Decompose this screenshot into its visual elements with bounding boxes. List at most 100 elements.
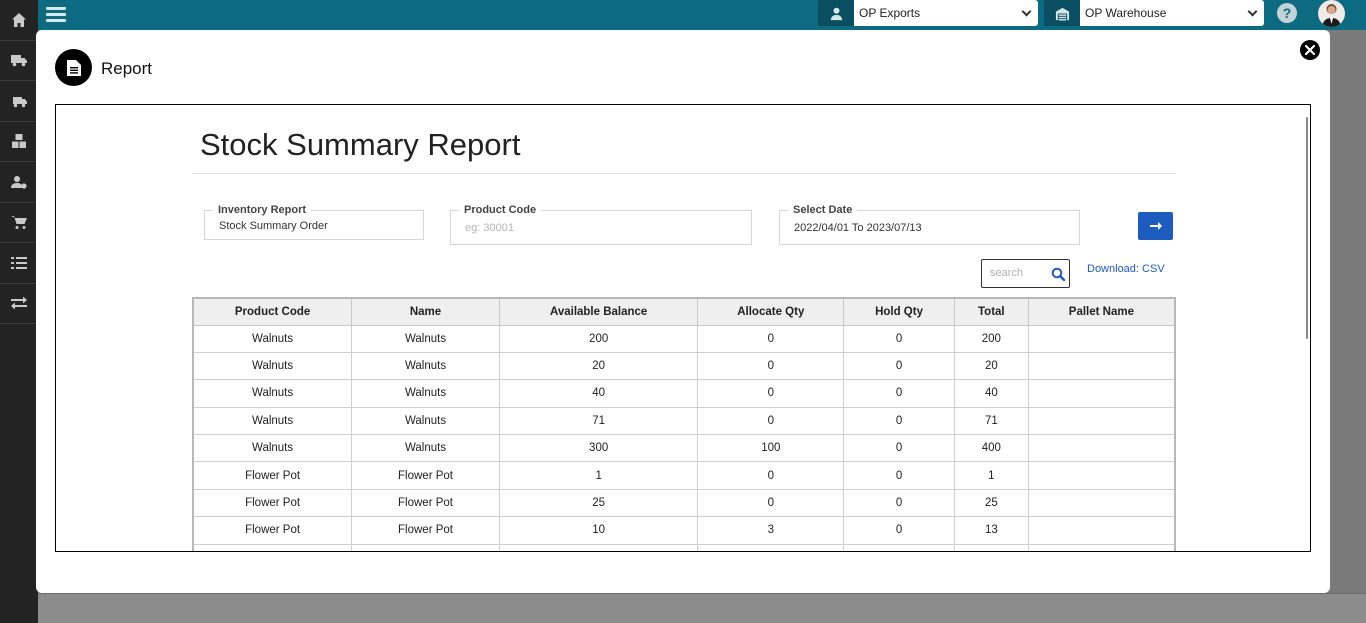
cell-pallet-name: [1027, 324, 1176, 353]
table-row: Walnuts Walnuts 40 0 0 40: [192, 379, 1176, 408]
search-input[interactable]: [990, 267, 1048, 279]
company-select[interactable]: OP Exports: [818, 0, 1038, 26]
cell-hold-qty: 0: [843, 379, 955, 408]
cell-available-balance: 40: [498, 379, 699, 408]
cell-name: [351, 543, 500, 551]
cell-pallet-name: [1027, 516, 1176, 545]
search-icon[interactable]: [1051, 267, 1065, 281]
cell-total: 25: [953, 488, 1029, 518]
table-row: [192, 543, 1176, 551]
inventory-report-select[interactable]: Inventory Report Stock Summary Order: [204, 204, 424, 240]
cell-allocate-qty: 0: [697, 488, 845, 518]
cell-hold-qty: 0: [843, 488, 955, 518]
cell-available-balance: [498, 543, 699, 551]
help-label: ?: [1282, 5, 1292, 21]
chevron-down-icon: [1021, 6, 1032, 16]
cell-available-balance: 20: [498, 351, 699, 381]
cell-allocate-qty: 0: [697, 461, 845, 490]
cell-available-balance: 10: [498, 516, 699, 545]
cell-pallet-name: [1027, 351, 1176, 381]
sidebar-item-orders[interactable]: [0, 203, 38, 243]
sidebar-item-transfers[interactable]: [0, 284, 38, 324]
cell-product-code: Flower Pot: [192, 516, 353, 545]
warehouse-select-value: OP Warehouse: [1085, 6, 1167, 20]
sidebar-item-shipping[interactable]: [0, 41, 38, 81]
cell-hold-qty: [843, 543, 955, 551]
cell-hold-qty: 0: [843, 324, 955, 353]
cell-name: Flower Pot: [351, 516, 500, 545]
cell-available-balance: 300: [498, 434, 699, 463]
company-select-value: OP Exports: [859, 6, 921, 20]
cell-pallet-name: [1027, 488, 1176, 518]
cell-name: Walnuts: [351, 379, 500, 408]
cell-product-code: Flower Pot: [192, 488, 353, 518]
user-settings-icon: [11, 175, 27, 189]
arrow-right-icon: [1149, 222, 1162, 230]
column-header-product-code[interactable]: Product Code: [192, 297, 353, 326]
column-header-pallet-name[interactable]: Pallet Name: [1027, 297, 1176, 326]
cell-allocate-qty: 3: [697, 516, 845, 545]
cell-available-balance: 25: [498, 488, 699, 518]
divider: [192, 173, 1176, 174]
home-icon: [12, 12, 26, 27]
cell-hold-qty: 0: [843, 434, 955, 463]
cell-allocate-qty: 0: [697, 379, 845, 408]
cell-name: Walnuts: [351, 351, 500, 381]
sidebar-item-tasks[interactable]: [0, 243, 38, 284]
sidebar: [0, 0, 38, 623]
menu-icon[interactable]: [46, 5, 66, 25]
chevron-down-icon: [1247, 6, 1258, 16]
cell-pallet-name: [1027, 379, 1176, 408]
report-frame: Stock Summary Report Inventory Report St…: [55, 104, 1311, 552]
column-header-allocate-qty[interactable]: Allocate Qty: [697, 297, 845, 326]
cell-hold-qty: 0: [843, 351, 955, 381]
search-box: [981, 259, 1070, 288]
date-range-field[interactable]: Select Date 2022/04/01 To 2023/07/13: [779, 204, 1080, 245]
select-date-label: Select Date: [788, 204, 858, 216]
table-row: Flower Pot Flower Pot 10 3 0 13: [192, 516, 1176, 545]
cell-hold-qty: 0: [843, 516, 955, 545]
avatar[interactable]: [1318, 0, 1345, 27]
download-csv-link[interactable]: Download: CSV: [1087, 263, 1165, 275]
cell-total: 1: [953, 461, 1029, 490]
boxes-icon: [12, 134, 26, 149]
product-code-label: Product Code: [459, 204, 542, 216]
cell-total: 400: [953, 434, 1029, 463]
cell-available-balance: 71: [498, 406, 699, 436]
table-row: Flower Pot Flower Pot 1 0 0 1: [192, 461, 1176, 490]
cell-total: 71: [953, 406, 1029, 436]
table-row: Flower Pot Flower Pot 25 0 0 25: [192, 488, 1176, 518]
document-icon: [55, 49, 92, 86]
cell-pallet-name: [1027, 434, 1176, 463]
page-title: Stock Summary Report: [200, 127, 521, 162]
product-code-field[interactable]: Product Code: [450, 204, 752, 245]
table-row: Walnuts Walnuts 200 0 0 200: [192, 324, 1176, 353]
column-header-hold-qty[interactable]: Hold Qty: [843, 297, 955, 326]
sidebar-item-delivery[interactable]: [0, 81, 38, 122]
cell-product-code: [192, 543, 353, 551]
submit-button[interactable]: [1138, 212, 1173, 240]
product-code-input[interactable]: [465, 222, 720, 234]
warehouse-select[interactable]: OP Warehouse: [1044, 0, 1264, 26]
cell-name: Flower Pot: [351, 488, 500, 518]
column-header-total[interactable]: Total: [953, 297, 1029, 326]
table-row: Walnuts Walnuts 71 0 0 71: [192, 406, 1176, 436]
delivery-truck-icon: [13, 96, 27, 107]
table-row: Walnuts Walnuts 20 0 0 20: [192, 351, 1176, 381]
help-icon[interactable]: ?: [1277, 3, 1297, 23]
sidebar-item-users[interactable]: [0, 162, 38, 203]
cell-allocate-qty: [697, 543, 845, 551]
truck-icon: [11, 55, 27, 67]
modal-title: Report: [101, 59, 153, 78]
cell-total: 20: [953, 351, 1029, 381]
sidebar-item-home[interactable]: [0, 0, 38, 41]
cell-total: 13: [953, 516, 1029, 545]
cell-allocate-qty: 0: [697, 351, 845, 381]
column-header-available-balance[interactable]: Available Balance: [498, 297, 699, 326]
close-icon[interactable]: [1300, 40, 1320, 60]
sidebar-item-inventory[interactable]: [0, 122, 38, 162]
cell-product-code: Flower Pot: [192, 461, 353, 490]
column-header-name[interactable]: Name: [351, 297, 500, 326]
cell-total: 200: [953, 324, 1029, 353]
scrollbar[interactable]: [1306, 117, 1308, 339]
